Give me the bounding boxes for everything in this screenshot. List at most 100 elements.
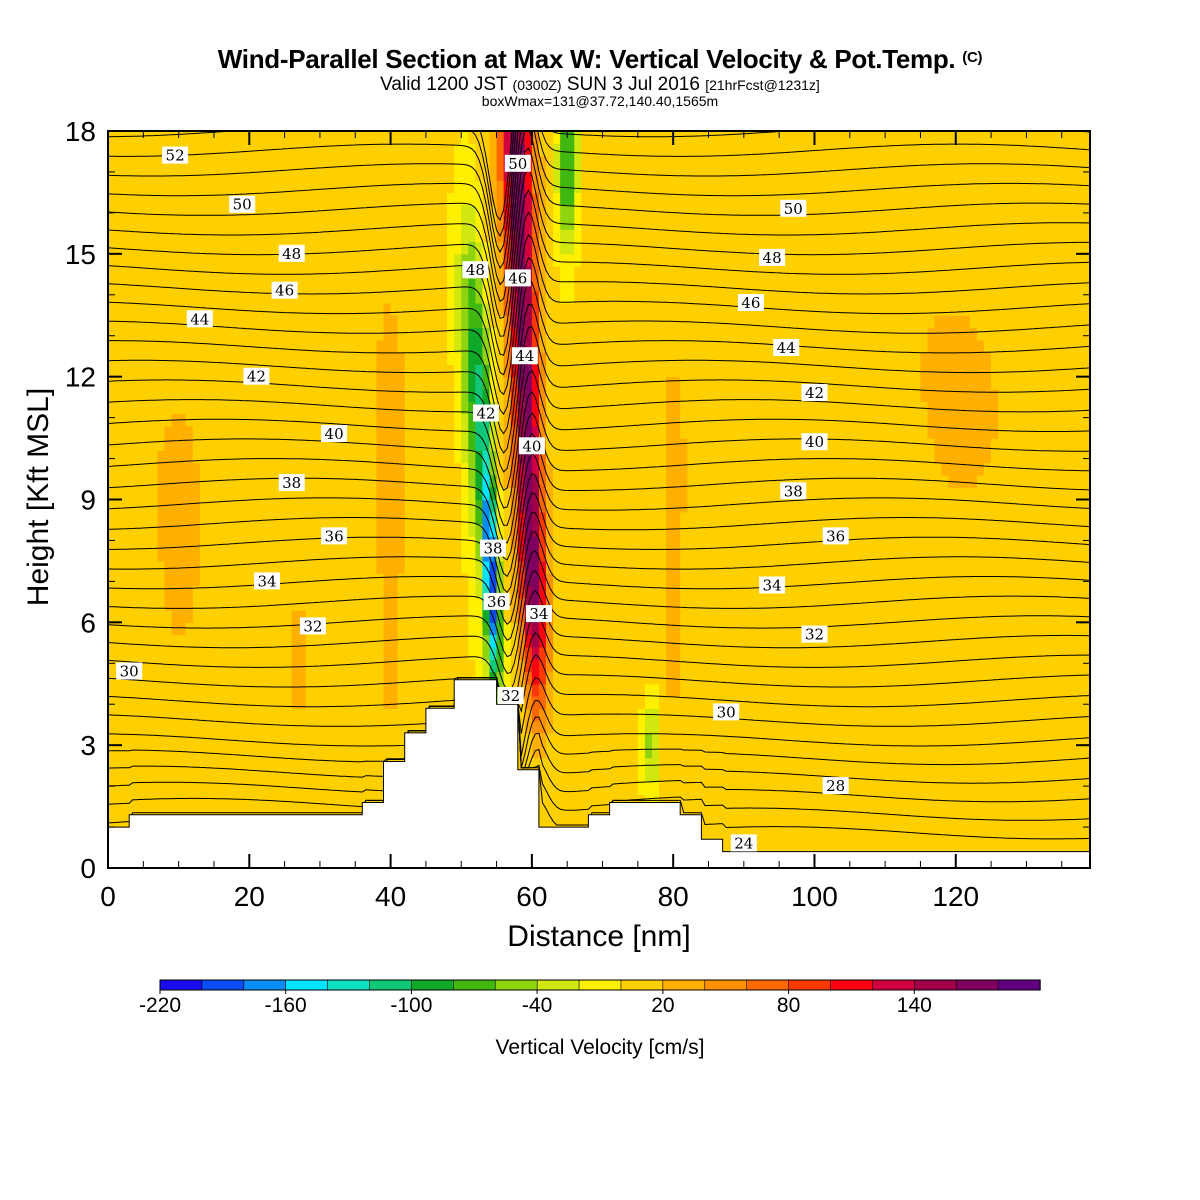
velocity-cell (305, 524, 314, 537)
velocity-cell (651, 155, 660, 169)
velocity-cell (213, 708, 222, 722)
velocity-cell (531, 339, 540, 353)
velocity-cell (468, 155, 476, 169)
velocity-cell (680, 204, 688, 218)
velocity-cell (418, 438, 427, 451)
velocity-cell (355, 769, 363, 783)
velocity-cell (355, 634, 363, 648)
velocity-cell (213, 622, 222, 636)
velocity-cell (673, 732, 681, 746)
velocity-cell (673, 352, 681, 365)
velocity-cell (143, 327, 151, 341)
velocity-cell (546, 253, 554, 267)
velocity-cell (623, 659, 632, 673)
velocity-cell (213, 720, 222, 734)
velocity-cell (461, 339, 469, 353)
velocity-cell (129, 524, 137, 537)
velocity-cell (581, 192, 589, 206)
velocity-cell (687, 143, 695, 157)
velocity-cell (531, 278, 540, 292)
velocity-cell (496, 413, 505, 427)
velocity-cell (637, 720, 646, 734)
velocity-cell (164, 192, 173, 206)
velocity-cell (108, 192, 116, 206)
velocity-cell (581, 573, 589, 587)
velocity-cell (305, 610, 314, 623)
velocity-cell (235, 241, 243, 255)
velocity-cell (341, 401, 349, 415)
velocity-cell (221, 511, 229, 525)
velocity-cell (588, 646, 597, 660)
velocity-cell (178, 425, 187, 439)
velocity-cell (404, 708, 413, 722)
velocity-cell (588, 339, 597, 353)
velocity-cell (270, 585, 279, 599)
velocity-cell (666, 143, 674, 157)
velocity-cell (659, 683, 667, 697)
velocity-cell (242, 585, 250, 599)
velocity-cell (235, 352, 243, 365)
velocity-cell (581, 266, 589, 279)
velocity-cell (616, 192, 625, 206)
velocity-cell (298, 720, 307, 734)
velocity-cell (397, 364, 406, 378)
velocity-cell (461, 180, 469, 194)
velocity-cell (609, 536, 618, 550)
velocity-cell (425, 683, 434, 697)
velocity-cell (235, 622, 243, 636)
velocity-cell (560, 155, 568, 169)
velocity-cell (553, 622, 561, 636)
velocity-cell (454, 413, 462, 427)
velocity-cell (644, 474, 653, 488)
velocity-cell (411, 683, 420, 697)
velocity-cell (553, 511, 561, 525)
velocity-cell (659, 634, 667, 648)
velocity-cell (447, 315, 455, 329)
velocity-cell (404, 266, 413, 279)
velocity-cell (348, 327, 356, 341)
velocity-cell (256, 634, 265, 648)
velocity-cell (221, 769, 229, 783)
velocity-cell (270, 302, 279, 316)
velocity-cell (362, 597, 370, 611)
velocity-cell (298, 597, 307, 611)
velocity-cell (249, 155, 257, 169)
velocity-cell (242, 131, 250, 144)
velocity-cell (623, 180, 632, 194)
velocity-cell (404, 438, 413, 451)
velocity-cell (560, 450, 568, 464)
velocity-cell (228, 401, 236, 415)
velocity-cell (630, 327, 639, 341)
velocity-cell (362, 560, 370, 574)
velocity-cell (609, 659, 618, 673)
velocity-cell (362, 229, 370, 243)
velocity-cell (150, 560, 159, 574)
velocity-cell (348, 499, 356, 513)
velocity-cell (263, 524, 272, 537)
velocity-cell (411, 302, 420, 316)
velocity-cell (221, 180, 229, 194)
velocity-cell (616, 155, 625, 169)
velocity-cell (397, 229, 406, 243)
velocity-cell (680, 548, 688, 562)
velocity-cell (242, 167, 250, 181)
velocity-cell (341, 757, 349, 771)
velocity-cell (362, 782, 370, 795)
velocity-cell (213, 290, 222, 304)
velocity-cell (178, 278, 187, 292)
velocity-cell (475, 315, 484, 329)
velocity-cell (553, 646, 561, 660)
velocity-cell (461, 192, 469, 206)
velocity-cell (630, 278, 639, 292)
velocity-cell (616, 511, 625, 525)
velocity-cell (447, 585, 455, 599)
velocity-cell (581, 499, 589, 513)
velocity-cell (524, 413, 533, 427)
velocity-cell (390, 167, 399, 181)
velocity-cell (171, 438, 180, 451)
velocity-cell (369, 376, 378, 390)
velocity-cell (228, 487, 236, 501)
velocity-cell (199, 143, 208, 157)
velocity-cell (560, 413, 568, 427)
velocity-cell (595, 487, 604, 501)
